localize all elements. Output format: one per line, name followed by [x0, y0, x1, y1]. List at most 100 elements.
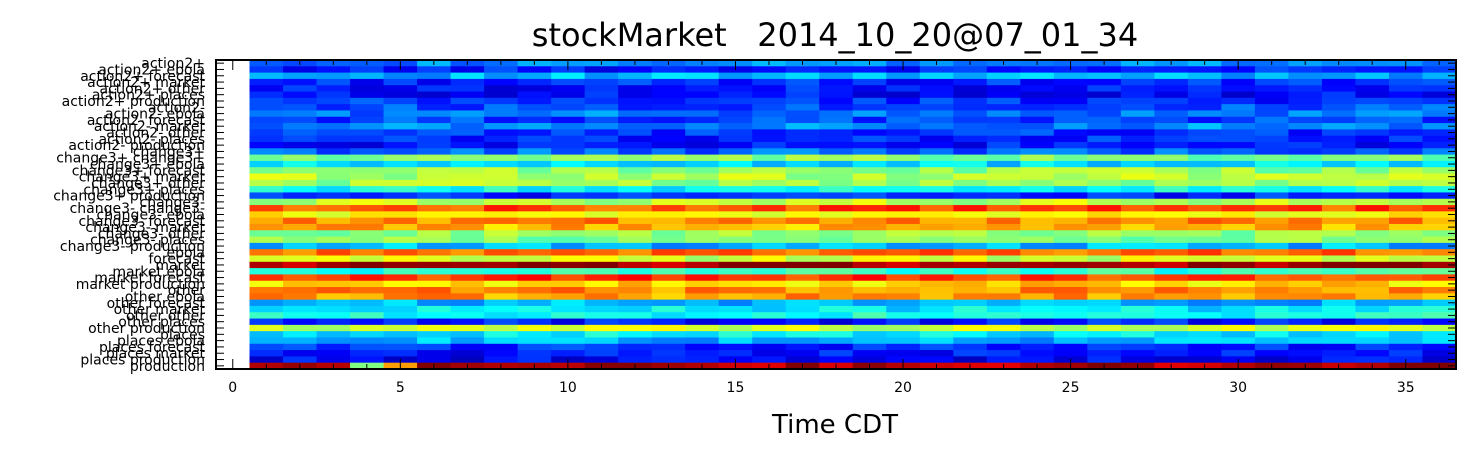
heatmap-cell: [584, 287, 619, 294]
heatmap-cell: [1254, 337, 1289, 345]
heatmap-cell: [417, 72, 451, 80]
heatmap-cell: [1355, 287, 1390, 294]
heatmap-cell: [718, 305, 753, 313]
heatmap-cell: [785, 78, 820, 86]
heatmap-cell: [316, 123, 351, 130]
heatmap-cell: [249, 192, 284, 200]
heatmap-cell: [551, 129, 586, 137]
heatmap-cell: [752, 198, 787, 206]
heatmap-cell: [919, 337, 954, 345]
heatmap-cell: [785, 66, 820, 74]
heatmap-cell: [1254, 280, 1289, 288]
heatmap-cell: [584, 135, 619, 143]
heatmap-cell: [450, 104, 485, 111]
heatmap-cell: [685, 167, 720, 174]
heatmap-cell: [383, 223, 418, 231]
heatmap-cell: [1120, 280, 1155, 288]
heatmap-cell: [551, 305, 586, 313]
heatmap-cell: [986, 293, 1021, 301]
heatmap-cell: [1288, 255, 1323, 263]
heatmap-cell: [919, 211, 954, 219]
heatmap-cell: [752, 141, 787, 149]
heatmap-cell: [651, 268, 686, 275]
heatmap-cell: [1321, 148, 1356, 155]
heatmap-cell: [1053, 261, 1088, 269]
heatmap-cell: [953, 343, 988, 351]
heatmap-cell: [752, 85, 787, 92]
heatmap-cell: [785, 129, 820, 137]
heatmap-cell: [1187, 230, 1222, 237]
heatmap-cell: [852, 179, 887, 187]
heatmap-cell: [1422, 135, 1457, 143]
heatmap-cell: [484, 123, 519, 130]
heatmap-cell: [886, 287, 921, 294]
heatmap-cell: [1087, 350, 1122, 357]
heatmap-cell: [249, 356, 284, 364]
heatmap-cell: [484, 198, 519, 206]
heatmap-cell: [1020, 91, 1055, 99]
heatmap-cell: [1020, 66, 1055, 74]
heatmap-cell: [584, 129, 619, 137]
heatmap-cell: [651, 66, 686, 74]
row-label: change3+: [133, 144, 205, 160]
heatmap-cell: [953, 110, 988, 118]
row-label: market forecast: [94, 271, 205, 287]
heatmap-cell: [551, 104, 586, 111]
heatmap-cell: [852, 97, 887, 105]
heatmap-cell: [1053, 167, 1088, 174]
heatmap-cell: [1321, 173, 1356, 181]
heatmap-cell: [316, 97, 351, 105]
heatmap-cell: [1087, 255, 1122, 263]
heatmap-cell: [1254, 179, 1289, 187]
heatmap-cell: [417, 293, 451, 301]
heatmap-cell: [618, 160, 653, 168]
heatmap-cell: [551, 154, 586, 162]
heatmap-cell: [484, 97, 519, 105]
heatmap-cell: [1321, 72, 1356, 80]
heatmap-cell: [1355, 242, 1390, 250]
heatmap-cell: [886, 123, 921, 130]
heatmap-cell: [785, 280, 820, 288]
heatmap-cell: [886, 186, 921, 193]
heatmap-cell: [718, 268, 753, 275]
heatmap-cell: [1187, 91, 1222, 99]
heatmap-cell: [383, 331, 418, 338]
heatmap-cell: [551, 217, 586, 225]
heatmap-cell: [551, 110, 586, 118]
heatmap-cell: [685, 85, 720, 92]
heatmap-cell: [450, 116, 485, 124]
heatmap-cell: [886, 236, 921, 244]
row-label: other: [168, 283, 206, 299]
heatmap-cell: [1221, 255, 1256, 263]
heatmap-cell: [852, 85, 887, 92]
heatmap-cell: [584, 154, 619, 162]
heatmap-cell: [484, 135, 519, 143]
heatmap-cell: [953, 179, 988, 187]
heatmap-cell: [383, 268, 418, 275]
heatmap-cell: [450, 312, 485, 319]
heatmap-cell: [551, 350, 586, 357]
heatmap-cell: [1288, 249, 1323, 256]
heatmap-cell: [986, 160, 1021, 168]
heatmap-cell: [283, 249, 317, 256]
heatmap-cell: [484, 343, 519, 351]
heatmap-cell: [1087, 198, 1122, 206]
heatmap-cell: [350, 148, 384, 155]
heatmap-cell: [551, 337, 586, 345]
heatmap-cell: [1020, 223, 1055, 231]
heatmap-cell: [886, 198, 921, 206]
heatmap-cell: [551, 211, 586, 219]
heatmap-cell: [819, 350, 854, 357]
heatmap-cell: [618, 78, 653, 86]
heatmap-cell: [718, 343, 753, 351]
heatmap-cell: [1355, 255, 1390, 263]
heatmap-cell: [651, 91, 686, 99]
heatmap-cell: [986, 280, 1021, 288]
heatmap-cell: [718, 104, 753, 111]
heatmap-cell: [718, 249, 753, 256]
heatmap-cell: [1221, 91, 1256, 99]
heatmap-cell: [752, 179, 787, 187]
heatmap-cell: [383, 85, 418, 92]
heatmap-cell: [1321, 274, 1356, 282]
heatmap-cell: [1020, 129, 1055, 137]
